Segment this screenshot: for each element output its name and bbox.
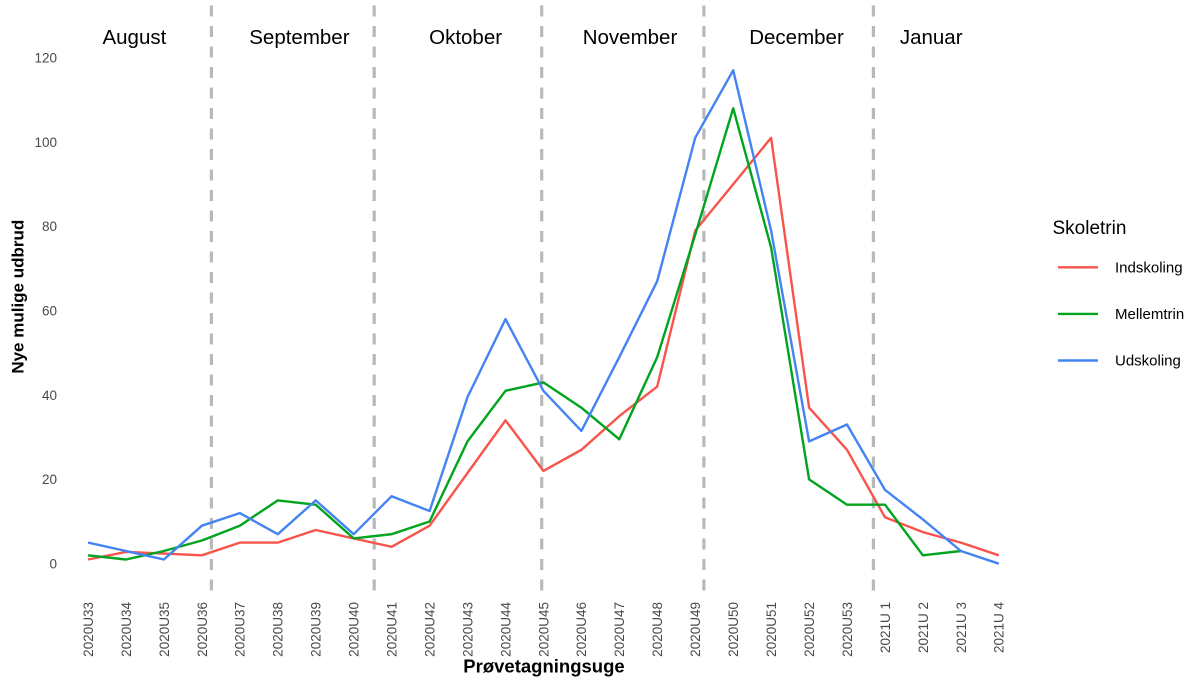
svg-text:60: 60 [42,304,57,319]
svg-text:Nye mulige udbrud: Nye mulige udbrud [9,220,28,374]
svg-text:2020U33: 2020U33 [81,602,96,657]
svg-text:2020U45: 2020U45 [536,602,551,657]
svg-text:2020U34: 2020U34 [119,602,134,657]
svg-text:September: September [249,26,349,49]
svg-text:November: November [583,26,678,49]
svg-text:120: 120 [34,51,57,66]
svg-text:2020U46: 2020U46 [574,602,589,657]
svg-text:2020U49: 2020U49 [688,602,703,657]
svg-text:2020U51: 2020U51 [764,602,779,657]
svg-text:2020U38: 2020U38 [271,602,286,657]
svg-text:Oktober: Oktober [429,26,502,49]
svg-text:2020U37: 2020U37 [233,602,248,657]
svg-text:2021U 2: 2021U 2 [916,602,931,653]
svg-text:40: 40 [42,388,57,403]
svg-text:2020U44: 2020U44 [498,602,513,657]
svg-text:2021U 3: 2021U 3 [954,602,969,653]
svg-text:0: 0 [49,557,57,572]
svg-text:2020U48: 2020U48 [650,602,665,657]
svg-text:2020U41: 2020U41 [385,602,400,657]
svg-text:2020U52: 2020U52 [802,602,817,657]
svg-text:2020U40: 2020U40 [347,602,362,657]
svg-text:Januar: Januar [900,26,963,49]
svg-text:2020U36: 2020U36 [195,602,210,657]
svg-text:80: 80 [42,219,57,234]
svg-text:2021U 4: 2021U 4 [992,602,1007,654]
svg-text:2020U39: 2020U39 [309,602,324,657]
svg-text:2020U53: 2020U53 [840,602,855,657]
svg-text:2020U47: 2020U47 [612,602,627,657]
svg-text:2020U43: 2020U43 [460,602,475,657]
svg-text:Mellemtrin: Mellemtrin [1115,306,1184,323]
svg-text:Indskoling: Indskoling [1115,260,1183,277]
svg-text:2021U 1: 2021U 1 [878,602,893,653]
svg-text:Skoletrin: Skoletrin [1053,218,1127,239]
svg-text:20: 20 [42,472,57,487]
svg-text:Prøvetagningsuge: Prøvetagningsuge [463,656,624,677]
svg-text:Udskoling: Udskoling [1115,353,1181,370]
svg-text:100: 100 [34,135,57,150]
svg-text:August: August [102,26,166,49]
svg-text:2020U50: 2020U50 [726,602,741,657]
svg-text:2020U42: 2020U42 [422,602,437,657]
svg-text:December: December [749,26,844,49]
svg-text:2020U35: 2020U35 [157,602,172,657]
